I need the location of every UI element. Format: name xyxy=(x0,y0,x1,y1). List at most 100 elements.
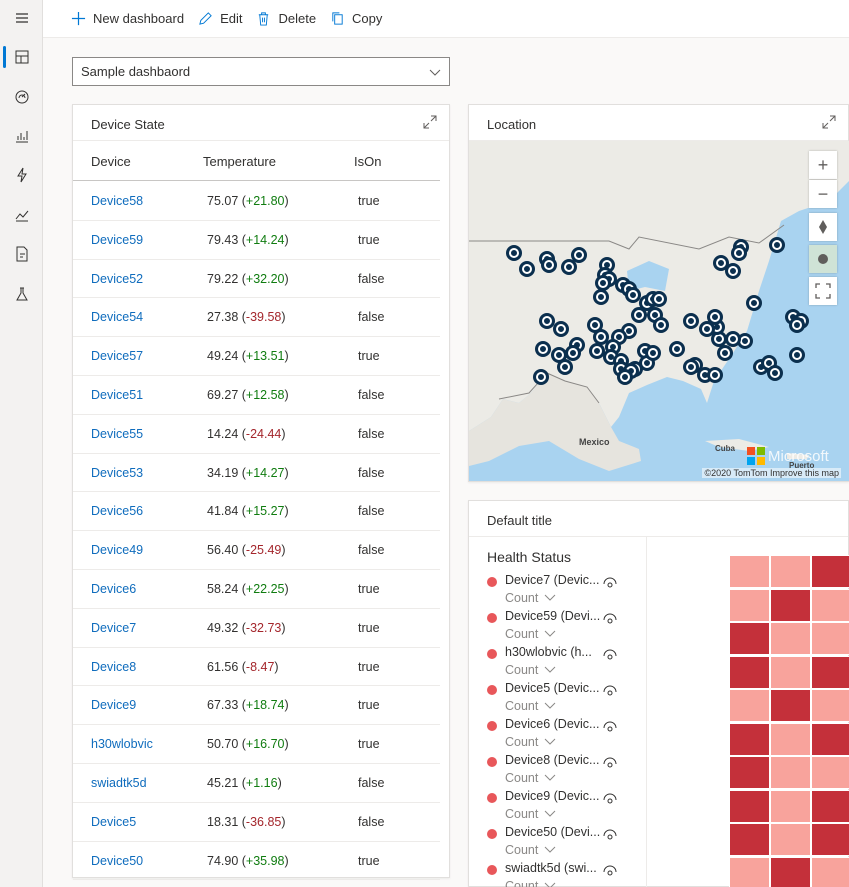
map-marker[interactable] xyxy=(683,359,699,375)
map-marker[interactable] xyxy=(551,347,567,363)
map-marker[interactable] xyxy=(625,287,641,303)
heatmap-cell[interactable] xyxy=(811,823,849,856)
legend-item[interactable]: Device50 (Devi... Count xyxy=(487,825,637,861)
map-marker[interactable] xyxy=(767,365,783,381)
heatmap-cell[interactable] xyxy=(770,655,811,689)
device-link[interactable]: Device5 xyxy=(91,814,137,829)
legend-aggregation-select[interactable]: Count xyxy=(505,843,556,857)
map-marker[interactable] xyxy=(707,367,723,383)
eye-icon[interactable] xyxy=(603,721,617,733)
column-header-ison[interactable]: IsOn xyxy=(354,154,382,169)
map-marker[interactable] xyxy=(506,245,522,261)
heatmap-cell[interactable] xyxy=(729,756,770,789)
heatmap-cell[interactable] xyxy=(729,622,770,655)
eye-icon[interactable] xyxy=(603,829,617,841)
device-link[interactable]: Device7 xyxy=(91,620,137,635)
expand-icon[interactable] xyxy=(423,115,437,129)
map-view[interactable]: Mexico Cuba Puerto + − Microsoft ©2020 T… xyxy=(469,141,849,481)
delete-button[interactable]: Delete xyxy=(256,0,316,38)
map-marker[interactable] xyxy=(717,345,733,361)
map-marker[interactable] xyxy=(557,359,573,375)
device-link[interactable]: Device59 xyxy=(91,232,144,247)
legend-item[interactable]: Device6 (Devic... Count xyxy=(487,717,637,753)
heatmap-cell[interactable] xyxy=(811,588,849,622)
heatmap-cell[interactable] xyxy=(811,622,849,655)
zoom-in-button[interactable]: + xyxy=(809,151,837,179)
legend-item[interactable]: Device59 (Devi... Count xyxy=(487,609,637,645)
heatmap-cell[interactable] xyxy=(729,655,770,689)
device-link[interactable]: swiadtk5d xyxy=(91,775,147,790)
map-marker[interactable] xyxy=(731,245,747,261)
map-marker[interactable] xyxy=(711,331,727,347)
map-marker[interactable] xyxy=(617,369,633,385)
map-marker[interactable] xyxy=(535,341,551,357)
heatmap-cell[interactable] xyxy=(770,789,811,823)
eye-icon[interactable] xyxy=(603,685,617,697)
heatmap-cell[interactable] xyxy=(811,655,849,689)
map-marker[interactable] xyxy=(789,347,805,363)
map-marker[interactable] xyxy=(589,343,605,359)
device-link[interactable]: Device50 xyxy=(91,853,144,868)
heatmap-cell[interactable] xyxy=(770,856,811,887)
map-marker[interactable] xyxy=(587,317,603,333)
heatmap-cell[interactable] xyxy=(811,789,849,823)
map-marker[interactable] xyxy=(651,291,667,307)
heatmap-cell[interactable] xyxy=(729,555,770,588)
map-marker[interactable] xyxy=(707,309,723,325)
heatmap-cell[interactable] xyxy=(729,689,770,722)
legend-item[interactable]: Device5 (Devic... Count xyxy=(487,681,637,717)
legend-aggregation-select[interactable]: Count xyxy=(505,735,556,749)
nav-analytics-button[interactable] xyxy=(0,197,43,233)
zoom-out-button[interactable]: − xyxy=(809,180,837,208)
legend-aggregation-select[interactable]: Count xyxy=(505,699,556,713)
heatmap-cell[interactable] xyxy=(770,588,811,622)
map-marker[interactable] xyxy=(539,313,555,329)
legend-aggregation-select[interactable]: Count xyxy=(505,879,556,887)
compass-button[interactable] xyxy=(809,213,837,241)
heatmap-cell[interactable] xyxy=(770,622,811,655)
nav-dashboard-button[interactable] xyxy=(0,39,43,75)
heatmap-cell[interactable] xyxy=(729,856,770,887)
heatmap-cell[interactable] xyxy=(811,555,849,588)
legend-item[interactable]: Device9 (Devic... Count xyxy=(487,789,637,825)
map-marker[interactable] xyxy=(571,247,587,263)
map-marker[interactable] xyxy=(561,259,577,275)
heatmap-cell[interactable] xyxy=(770,823,811,856)
eye-icon[interactable] xyxy=(603,577,617,589)
heatmap-cell[interactable] xyxy=(729,722,770,756)
heatmap-cell[interactable] xyxy=(811,756,849,789)
map-marker[interactable] xyxy=(553,321,569,337)
legend-item[interactable]: swiadtk5d (swi... Count xyxy=(487,861,637,887)
device-link[interactable]: Device55 xyxy=(91,426,144,441)
heatmap-cell[interactable] xyxy=(729,823,770,856)
map-marker[interactable] xyxy=(725,263,741,279)
map-marker[interactable] xyxy=(595,275,611,291)
map-marker[interactable] xyxy=(631,307,647,323)
map-marker[interactable] xyxy=(699,321,715,337)
legend-item[interactable]: Device8 (Devic... Count xyxy=(487,753,637,789)
fullscreen-button[interactable] xyxy=(809,277,837,305)
legend-aggregation-select[interactable]: Count xyxy=(505,771,556,785)
map-marker[interactable] xyxy=(565,345,581,361)
eye-icon[interactable] xyxy=(603,613,617,625)
column-header-device[interactable]: Device xyxy=(91,154,131,169)
heatmap-cell[interactable] xyxy=(770,689,811,722)
heatmap-cell[interactable] xyxy=(729,789,770,823)
legend-aggregation-select[interactable]: Count xyxy=(505,627,556,641)
legend-aggregation-select[interactable]: Count xyxy=(505,807,556,821)
heatmap-cell[interactable] xyxy=(811,722,849,756)
device-link[interactable]: Device52 xyxy=(91,271,144,286)
device-link[interactable]: Device49 xyxy=(91,543,144,558)
device-link[interactable]: Device54 xyxy=(91,310,144,325)
map-marker[interactable] xyxy=(725,331,741,347)
nav-apps-button[interactable] xyxy=(0,276,43,312)
legend-item[interactable]: Device7 (Devic... Count xyxy=(487,573,637,609)
device-link[interactable]: Device6 xyxy=(91,581,137,596)
device-link[interactable]: Device56 xyxy=(91,504,144,519)
device-link[interactable]: Device58 xyxy=(91,194,144,208)
device-link[interactable]: Device8 xyxy=(91,659,137,674)
map-style-button[interactable] xyxy=(809,245,837,273)
map-marker[interactable] xyxy=(645,345,661,361)
legend-aggregation-select[interactable]: Count xyxy=(505,591,556,605)
eye-icon[interactable] xyxy=(603,865,617,877)
